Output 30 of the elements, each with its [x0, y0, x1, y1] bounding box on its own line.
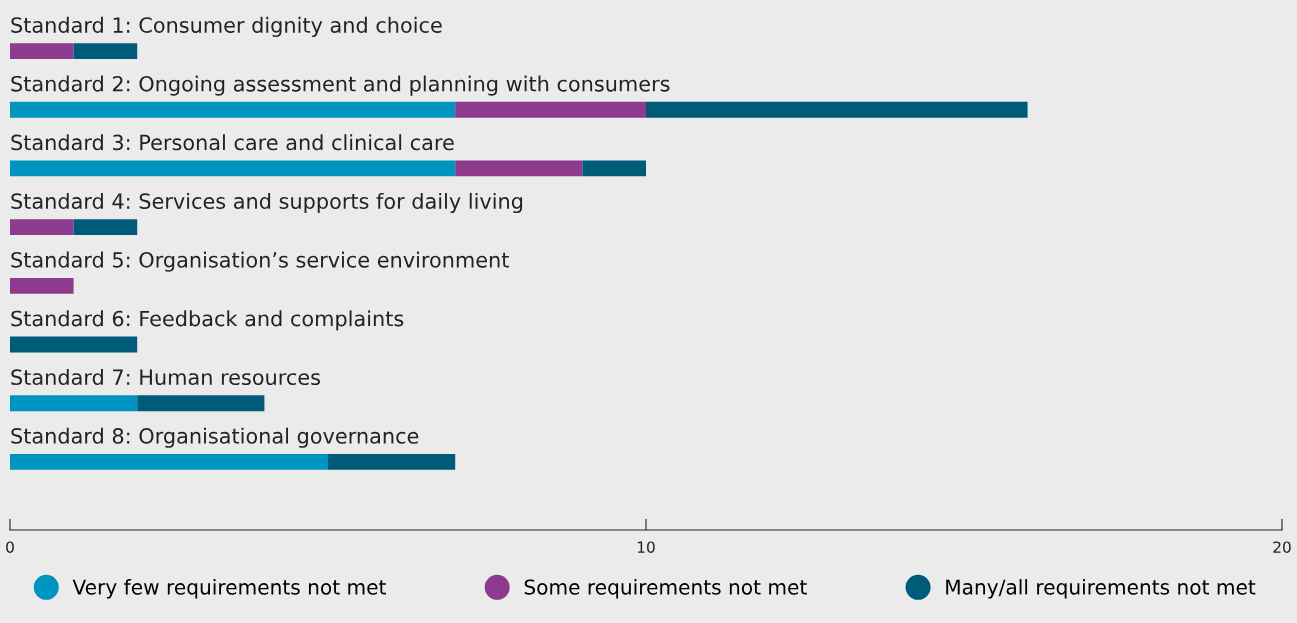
y-tick-label: Standard 2: Ongoing assessment and planning with consumers [11, 75, 670, 96]
x-tick-label: 10 [637, 541, 655, 553]
bar [455, 101, 646, 118]
bar [582, 160, 646, 177]
x-tick-label: 20 [1273, 541, 1291, 553]
bar [646, 101, 1028, 118]
y-tick-label: Standard 5: Organisation’s service environment [11, 251, 509, 272]
y-tick-label: Standard 6: Feedback and complaints [11, 310, 404, 331]
bar [10, 101, 456, 118]
bar [137, 395, 265, 412]
legend-label: Many/all requirements not met [946, 579, 1256, 599]
bar [10, 277, 74, 294]
y-tick-label: Standard 7: Human resources [11, 368, 320, 386]
bar [10, 453, 328, 470]
bar [10, 43, 74, 59]
y-tick-label: Standard 1: Consumer dignity and choice [11, 16, 442, 37]
bar [455, 160, 583, 177]
y-tick-label: Standard 8: Organisational governance [11, 427, 419, 448]
bar [73, 219, 138, 236]
bar [10, 219, 74, 236]
bar [10, 395, 138, 412]
legend-label: Very few requirements not met [72, 579, 386, 599]
bar [10, 336, 138, 353]
y-tick-label: Standard 3: Personal care and clinical care [11, 134, 454, 151]
y-tick-label: Standard 4: Services and supports for daily living [11, 192, 523, 214]
bar [328, 453, 456, 470]
legend-label: Some requirements not met [524, 579, 807, 599]
bar [73, 43, 138, 59]
bar [10, 160, 456, 177]
x-tick-label: 0 [6, 541, 14, 553]
